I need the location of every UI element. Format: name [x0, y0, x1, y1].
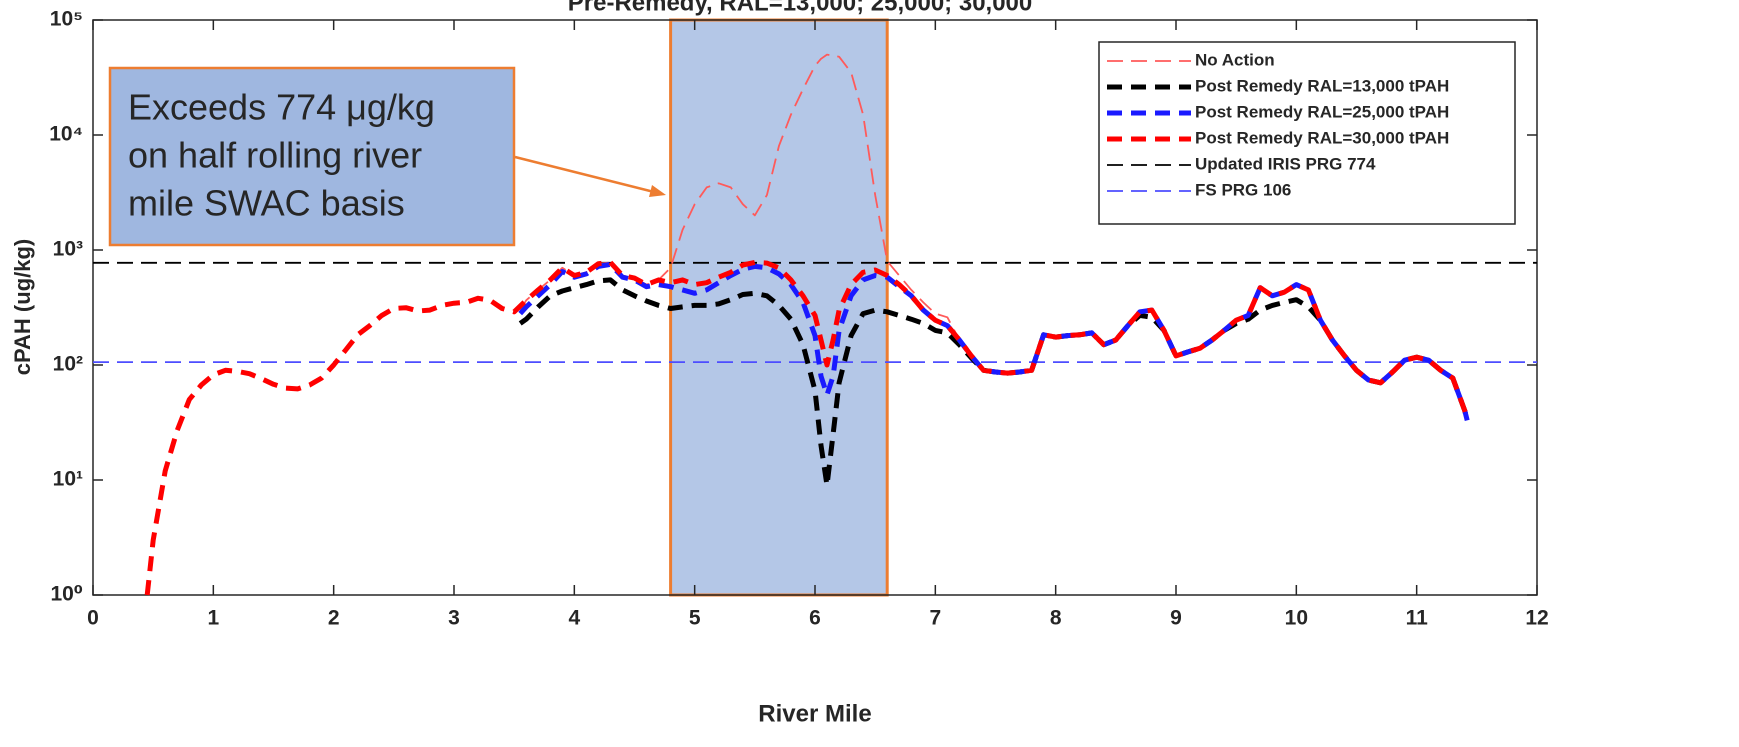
legend: No Action Post Remedy RAL=13,000 tPAH Post…: [1098, 41, 1516, 225]
x-tick-label: 4: [568, 607, 580, 630]
legend-label: No Action: [1195, 50, 1275, 69]
y-tick-label: 10¹: [53, 468, 83, 491]
x-tick-label: 5: [689, 607, 701, 630]
y-tick-label: 10²: [53, 353, 83, 376]
annotation-text: on half rolling river: [128, 135, 422, 176]
legend-label: Post Remedy RAL=30,000 tPAH: [1195, 128, 1449, 147]
x-tick-label: 0: [87, 607, 99, 630]
series-line: [518, 277, 1470, 488]
legend-box: [1098, 41, 1516, 225]
annotation-arrow: [514, 155, 659, 195]
legend-label: FS PRG 106: [1195, 180, 1291, 199]
x-tick-label: 12: [1525, 607, 1548, 630]
legend-label: Post Remedy RAL=13,000 tPAH: [1195, 76, 1449, 95]
annotation-text: Exceeds 774 μg/kg: [128, 87, 435, 128]
annotation-text: mile SWAC basis: [128, 183, 405, 224]
x-tick-label: 9: [1170, 607, 1182, 630]
annotation-arrowhead: [649, 185, 666, 197]
annotation: Exceeds 774 μg/kg on half rolling river mi…: [108, 66, 666, 247]
x-tick-label: 10: [1285, 607, 1308, 630]
x-tick-label: 7: [929, 607, 941, 630]
legend-label: Updated IRIS PRG 774: [1195, 154, 1376, 173]
x-axis-label: River Mile: [758, 700, 871, 727]
chart-title: Pre-Remedy, RAL=13,000; 25,000; 30,000: [568, 0, 1033, 16]
y-tick-label: 10⁴: [49, 123, 83, 146]
x-tick-label: 3: [448, 607, 460, 630]
x-tick-label: 2: [328, 607, 340, 630]
x-tick-label: 8: [1050, 607, 1062, 630]
y-tick-label: 10⁰: [50, 583, 83, 606]
series-line: [518, 261, 1470, 422]
x-tick-label: 1: [207, 607, 219, 630]
x-tick-label: 11: [1406, 607, 1429, 630]
x-tick-label: 6: [809, 607, 821, 630]
y-axis-label: cPAH (ug/kg): [10, 239, 35, 375]
legend-label: Post Remedy RAL=25,000 tPAH: [1195, 102, 1449, 121]
y-tick-label: 10⁵: [50, 8, 83, 31]
annotation-box: [108, 66, 516, 247]
y-tick-label: 10³: [53, 238, 83, 261]
series-line: [144, 259, 1470, 596]
highlight-band: [669, 18, 889, 597]
